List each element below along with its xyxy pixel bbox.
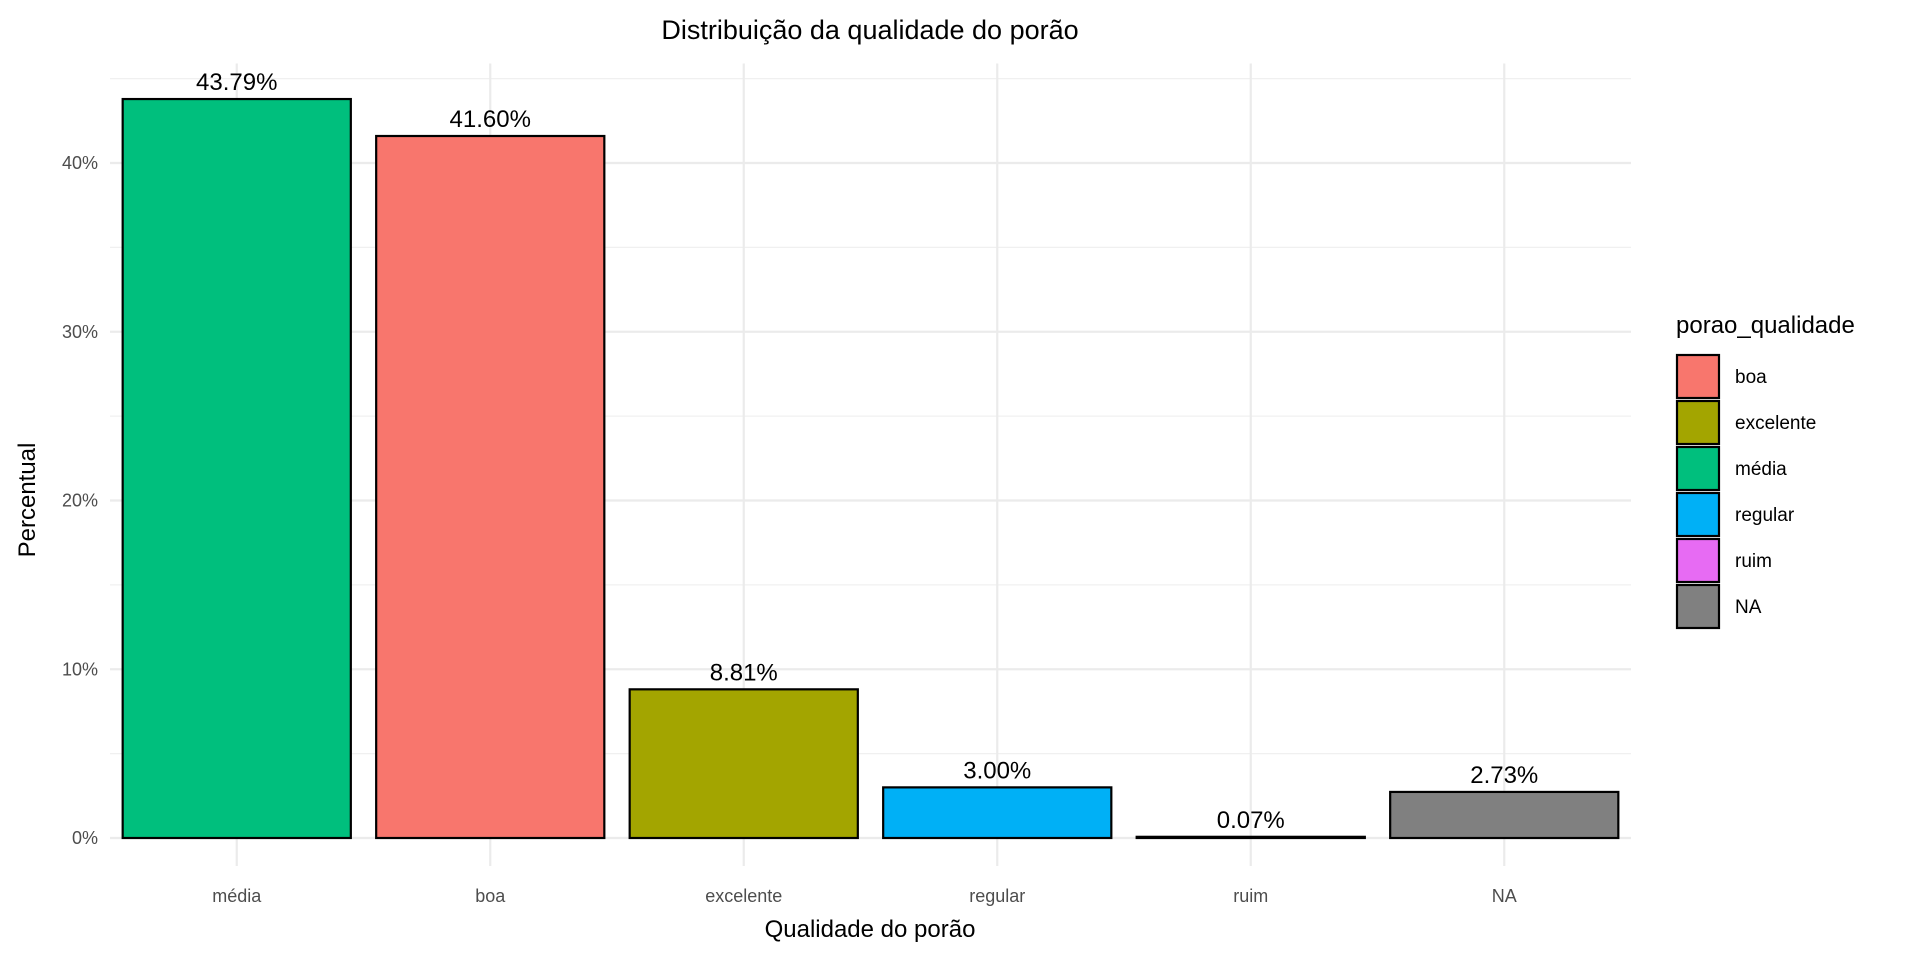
data-label: 8.81%	[710, 659, 778, 686]
data-label: 41.60%	[450, 106, 531, 133]
bar-boa	[375, 134, 606, 840]
legend-item: regular	[1675, 491, 1795, 538]
legend-label: média	[1735, 459, 1787, 480]
data-label: 2.73%	[1470, 762, 1538, 789]
data-label: 43.79%	[196, 69, 277, 96]
legend: porao_qualidade boa excelente média regular…	[1675, 312, 1855, 630]
x-tick-label: NA	[1492, 886, 1517, 906]
legend-label: excelente	[1735, 413, 1816, 434]
legend-title: porao_qualidade	[1676, 312, 1855, 339]
legend-swatch	[1675, 399, 1721, 446]
legend-item: excelente	[1675, 399, 1816, 446]
data-label: 0.07%	[1217, 807, 1285, 834]
legend-swatch	[1675, 445, 1721, 492]
legend-swatch	[1675, 353, 1721, 400]
y-axis-ticks: 0% 10% 20% 30% 40%	[62, 153, 98, 848]
y-tick-label: 40%	[62, 153, 98, 173]
bar-na	[1389, 790, 1620, 840]
legend-swatch	[1675, 537, 1721, 584]
x-tick-label: média	[212, 886, 262, 906]
y-axis-title: Percentual	[14, 443, 41, 558]
legend-label: ruim	[1735, 551, 1772, 572]
data-label: 3.00%	[963, 757, 1031, 784]
legend-label: boa	[1735, 367, 1767, 388]
x-axis-title: Qualidade do porão	[765, 916, 976, 943]
legend-item: média	[1675, 445, 1787, 492]
legend-item: ruim	[1675, 537, 1772, 584]
x-tick-label: regular	[969, 886, 1025, 906]
legend-swatch	[1675, 583, 1721, 630]
x-tick-label: excelente	[705, 886, 782, 906]
y-tick-label: 0%	[72, 828, 98, 848]
bar-excelente	[628, 688, 859, 840]
x-tick-label: ruim	[1233, 886, 1268, 906]
y-tick-label: 30%	[62, 322, 98, 342]
bar-media	[121, 97, 352, 840]
y-tick-label: 20%	[62, 491, 98, 511]
legend-swatch	[1675, 491, 1721, 538]
chart-title: Distribuição da qualidade do porão	[661, 15, 1078, 45]
bars	[121, 97, 1620, 840]
legend-label: NA	[1735, 597, 1762, 618]
x-tick-label: boa	[475, 886, 506, 906]
data-labels: 43.79% 41.60% 8.81% 3.00% 0.07% 2.73%	[196, 69, 1538, 834]
legend-label: regular	[1735, 505, 1795, 526]
y-tick-label: 10%	[62, 659, 98, 679]
bar-ruim	[1135, 835, 1366, 840]
legend-item: NA	[1675, 583, 1762, 630]
bar-regular	[882, 786, 1113, 840]
legend-item: boa	[1675, 353, 1767, 400]
x-axis-ticks: média boa excelente regular ruim NA	[212, 886, 1517, 906]
